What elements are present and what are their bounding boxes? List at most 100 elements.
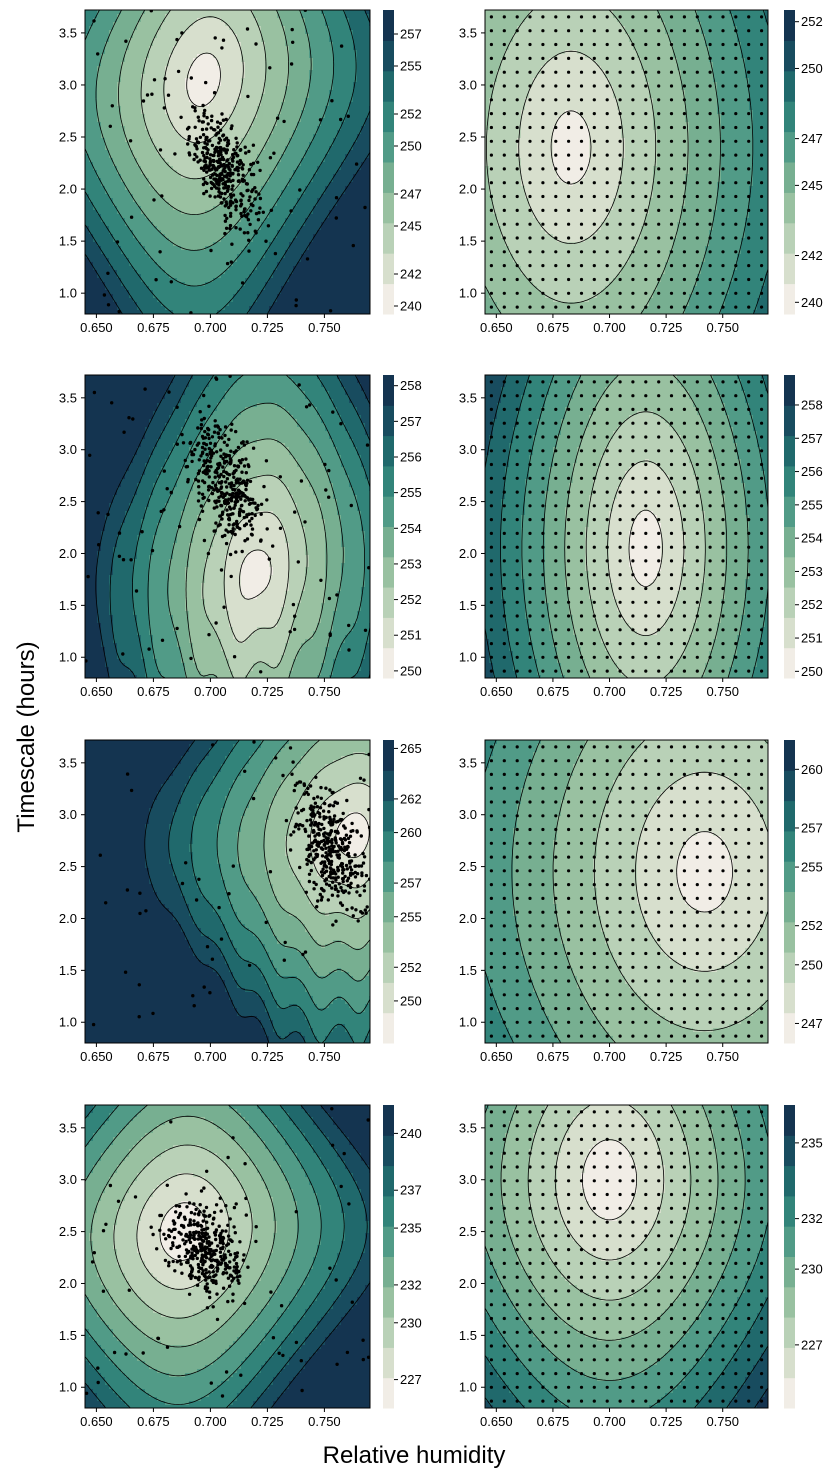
sample-point	[644, 1124, 648, 1128]
sample-point	[220, 1229, 225, 1233]
sample-point	[721, 759, 725, 763]
sample-point	[299, 1359, 303, 1363]
sample-point	[592, 1137, 596, 1141]
sample-point	[592, 407, 596, 411]
sample-point	[631, 15, 635, 19]
sample-point	[196, 479, 201, 483]
sample-point	[567, 600, 571, 604]
sample-point	[760, 1399, 764, 1403]
sample-point	[631, 84, 635, 88]
sample-point	[528, 250, 532, 254]
colorbar-band	[784, 1195, 795, 1227]
sample-point	[554, 745, 558, 749]
sample-point	[631, 1289, 635, 1293]
sample-point	[541, 181, 545, 185]
contour-line	[485, 1105, 768, 1408]
sample-point	[515, 545, 519, 549]
sample-point	[721, 222, 725, 226]
sample-point	[760, 435, 764, 439]
sample-point	[592, 642, 596, 646]
sample-point	[592, 490, 596, 494]
sample-point	[760, 250, 764, 254]
sample-point	[204, 1237, 209, 1241]
sample-point	[515, 1206, 519, 1210]
sample-point	[354, 864, 358, 868]
sample-point	[721, 264, 725, 268]
sample-point	[605, 745, 609, 749]
sample-point	[554, 98, 558, 102]
sample-point	[708, 745, 712, 749]
sample-point	[669, 1289, 674, 1293]
x-tick-label: 0.700	[194, 684, 227, 699]
sample-point	[734, 869, 738, 873]
sample-point	[489, 1385, 493, 1389]
sample-point	[708, 194, 712, 199]
sample-point	[631, 545, 635, 549]
colorbar-tick-label: 250	[400, 139, 422, 154]
sample-point	[734, 531, 738, 536]
sample-point	[502, 841, 506, 845]
sample-point	[747, 380, 751, 384]
sample-point	[579, 394, 584, 398]
sample-point	[179, 115, 183, 120]
sample-point	[158, 148, 163, 152]
sample-point	[567, 1220, 571, 1224]
sample-point	[249, 162, 253, 167]
sample-point	[489, 490, 493, 494]
sample-point	[708, 772, 712, 777]
sample-point	[528, 476, 532, 480]
sample-point	[192, 1233, 196, 1238]
sample-point	[734, 1316, 738, 1321]
sample-point	[618, 1275, 622, 1279]
sample-point	[224, 226, 229, 230]
sample-point	[605, 449, 609, 453]
contour-fill	[485, 375, 768, 678]
sample-point	[275, 116, 280, 120]
sample-point	[682, 222, 687, 226]
sample-point	[312, 887, 316, 891]
sample-point	[618, 42, 622, 47]
sample-point	[515, 435, 519, 439]
x-tick-label: 0.725	[650, 1049, 683, 1064]
sample-point	[682, 951, 687, 956]
sample-point	[708, 56, 712, 61]
colorbar-band	[784, 222, 795, 254]
sample-point	[210, 114, 214, 118]
sample-point	[264, 459, 269, 463]
sample-point	[554, 1124, 558, 1128]
sample-point	[332, 814, 337, 818]
sample-point	[199, 454, 203, 458]
sample-point	[605, 1303, 609, 1307]
sample-point	[734, 1151, 738, 1155]
sample-point	[734, 559, 738, 563]
sample-point	[644, 380, 648, 384]
sample-point	[618, 1007, 622, 1011]
sample-point	[489, 518, 493, 522]
sample-point	[202, 416, 206, 421]
sample-point	[669, 504, 674, 508]
sample-point	[180, 432, 184, 437]
sample-point	[708, 449, 712, 453]
sample-point	[212, 91, 217, 95]
sample-point	[307, 843, 311, 848]
sample-point	[223, 191, 227, 196]
sample-point	[528, 42, 532, 47]
sample-point	[554, 29, 558, 33]
sample-point	[528, 98, 532, 102]
sample-point	[708, 476, 712, 480]
sample-point	[721, 628, 725, 632]
sample-point	[502, 449, 506, 453]
sample-point	[541, 545, 545, 549]
sample-point	[605, 98, 609, 102]
sample-point	[760, 655, 764, 659]
colorbar-band	[383, 740, 394, 771]
sample-point	[644, 462, 648, 467]
x-tick-label: 0.700	[593, 320, 626, 335]
colorbar-band	[383, 1135, 394, 1167]
sample-point	[760, 979, 764, 983]
sample-point	[292, 627, 297, 632]
sample-point	[708, 628, 712, 632]
sample-point	[644, 70, 648, 74]
sample-point	[187, 1292, 192, 1297]
